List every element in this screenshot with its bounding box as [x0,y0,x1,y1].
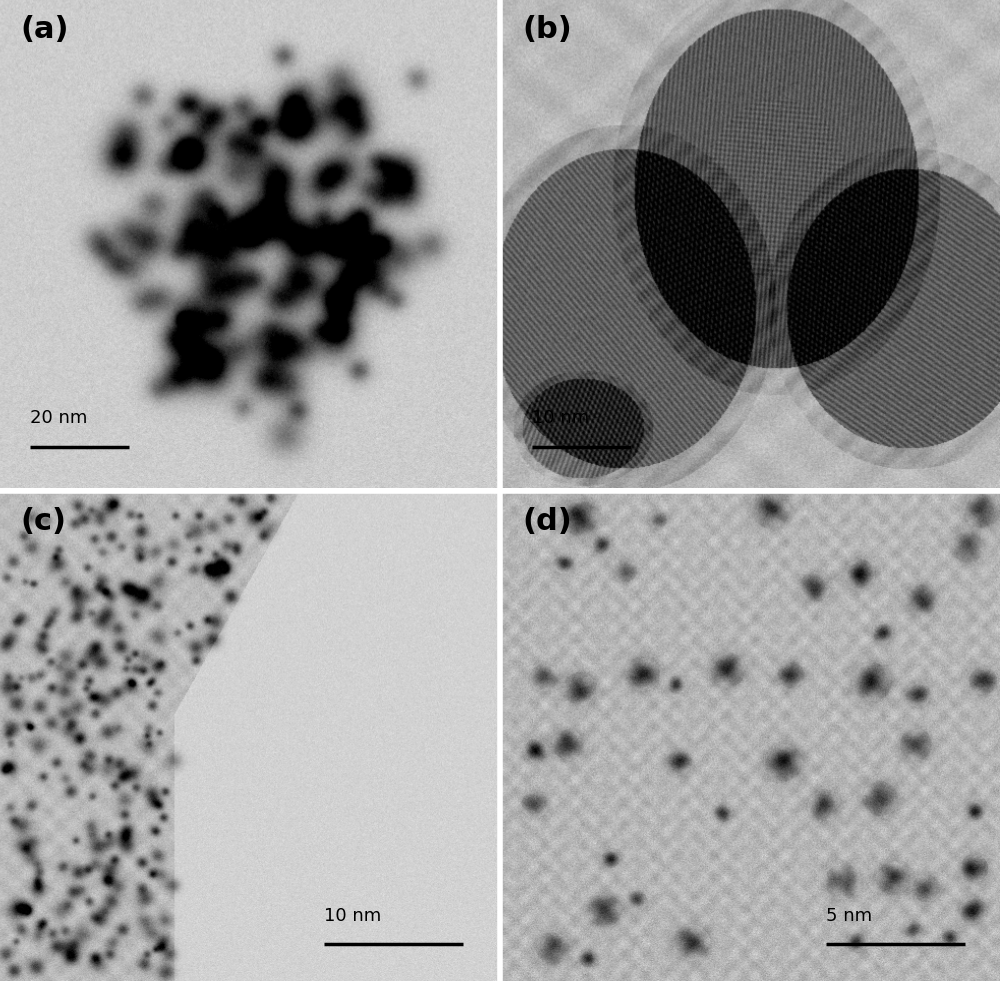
Text: (a): (a) [20,15,68,44]
Text: (b): (b) [522,15,572,44]
Text: (c): (c) [20,507,66,536]
Text: 5 nm: 5 nm [826,906,872,925]
Text: 20 nm: 20 nm [30,409,87,428]
Text: 10 nm: 10 nm [324,906,381,925]
Text: 10 nm: 10 nm [532,409,589,428]
Text: (d): (d) [522,507,572,536]
